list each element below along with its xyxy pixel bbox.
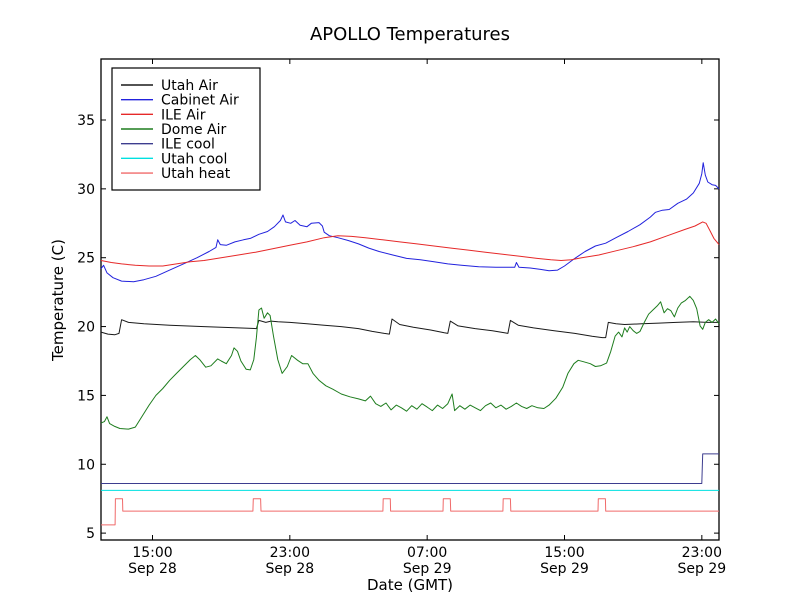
x-tick-label-date: Sep 29	[403, 561, 452, 577]
legend-label-utah-cool: Utah cool	[161, 151, 227, 167]
x-axis-label: Date (GMT)	[367, 576, 453, 594]
x-tick-label-time: 07:00	[407, 545, 447, 561]
legend-label-cabinet-air: Cabinet Air	[161, 93, 239, 109]
series-cabinet-air	[100, 162, 720, 283]
y-tick-label: 10	[77, 457, 95, 473]
x-tick-label-date: Sep 28	[266, 561, 315, 577]
legend-label-ile-cool: ILE cool	[161, 137, 215, 153]
y-tick-label: 30	[77, 182, 95, 198]
x-tick-label-date: Sep 29	[678, 561, 727, 577]
x-tick-label-time: 15:00	[132, 545, 172, 561]
legend-label-utah-heat: Utah heat	[161, 166, 231, 182]
series-utah-air	[100, 318, 719, 339]
series-ile-air	[100, 221, 720, 267]
x-tick-label-time: 23:00	[270, 545, 310, 561]
y-tick-label: 15	[77, 388, 95, 404]
x-tick-label-time: 15:00	[544, 545, 584, 561]
series-dome-air	[100, 295, 720, 430]
x-tick-label-date: Sep 28	[128, 561, 177, 577]
series-ile-cool	[101, 453, 719, 484]
series-utah-heat	[101, 498, 719, 526]
y-tick-label: 5	[86, 526, 95, 542]
plot-frame	[100, 58, 720, 541]
y-tick-label: 35	[77, 113, 95, 129]
chart-title: APOLLO Temperatures	[310, 24, 510, 45]
y-tick-label: 25	[77, 251, 95, 267]
legend-label-ile-air: ILE Air	[161, 107, 206, 123]
y-axis-label: Temperature (C)	[49, 239, 67, 362]
y-tick-label: 20	[77, 320, 95, 336]
x-tick-label-date: Sep 29	[540, 561, 589, 577]
x-tick-label-time: 23:00	[682, 545, 722, 561]
legend-label-dome-air: Dome Air	[161, 122, 227, 138]
legend-label-utah-air: Utah Air	[161, 78, 218, 94]
